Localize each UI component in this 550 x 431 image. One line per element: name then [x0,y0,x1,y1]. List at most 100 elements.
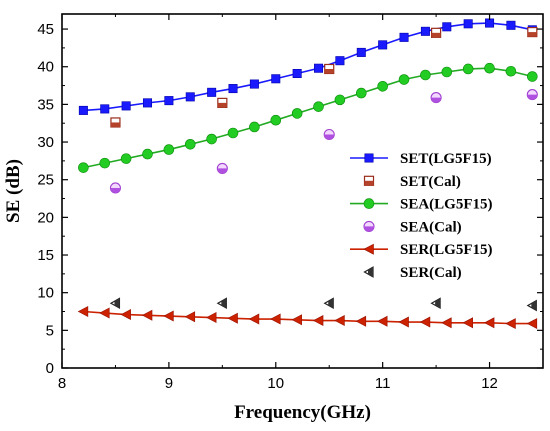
data-point-0-13 [356,47,366,57]
data-point-4-0 [77,306,89,318]
data-point-5-3-fill [435,298,441,309]
data-point-2-4 [163,144,175,155]
legend-marker-3-fill [364,226,374,232]
data-point-5-3 [430,297,441,310]
data-point-2-9 [270,114,282,126]
data-point-0-18 [463,19,473,29]
y-tick-label-9: 45 [37,21,54,38]
data-point-2-7 [227,127,239,139]
data-point-4-5 [184,311,196,323]
data-point-5-4-fill [531,300,537,311]
data-point-4-16 [419,316,431,328]
legend-marker-1-fill [364,180,374,186]
data-point-2-10 [291,108,303,119]
data-point-1-4-fill [527,32,537,37]
data-point-4-3 [141,309,153,321]
data-point-2-1 [99,157,111,169]
data-point-5-0-fill [114,298,120,309]
data-point-0-6 [207,87,217,97]
legend-marker-5-fill [368,267,373,277]
data-point-4-8 [248,313,260,325]
legend-item-4: SER(LG5F15) [350,242,493,258]
data-point-3-3-fill [431,97,442,103]
data-point-0-4 [164,96,174,106]
data-point-1-1 [217,97,228,108]
data-point-4-6 [206,312,217,324]
series-line-2 [83,67,533,169]
data-point-0-5 [185,92,195,102]
data-point-3-1 [216,162,228,174]
data-point-3-3 [430,92,442,104]
data-point-2-14 [377,81,388,92]
data-point-0-3 [143,98,153,108]
data-point-0-11 [314,63,324,73]
y-tick-label-0: 0 [46,360,54,377]
data-point-2-13 [355,87,367,99]
data-point-4-12 [334,315,345,327]
legend-item-0: SET(LG5F15) [350,151,492,167]
data-point-0-12 [335,56,345,66]
series-0 [78,18,537,115]
data-point-0-14 [378,40,388,50]
data-point-4-1 [99,307,110,319]
data-point-3-4-fill [527,94,538,100]
data-point-5-2 [323,297,334,310]
data-point-4-21 [526,318,538,330]
data-point-2-11 [313,101,324,112]
y-tick-label-3: 15 [37,247,54,264]
data-point-5-0 [109,297,121,310]
legend-label-1: SET(Cal) [400,174,461,190]
x-tick-label-3: 11 [375,375,391,392]
legend-item-5: SER(Cal) [363,265,462,281]
data-point-2-0 [78,162,89,173]
legend-marker-3 [363,220,375,232]
series-line-0 [83,22,533,112]
series-3 [109,89,538,194]
data-point-4-10 [291,314,302,326]
data-point-4-9 [270,313,281,325]
data-point-0-2 [121,101,131,111]
data-point-2-21 [527,71,538,82]
legend-label-4: SER(LG5F15) [400,242,493,258]
data-point-1-1-fill [217,102,227,108]
data-point-3-0-fill [110,187,121,193]
legend-label-5: SER(Cal) [400,265,462,281]
data-point-3-1-fill [217,168,228,174]
data-point-4-11 [312,315,324,327]
legend-label-0: SET(LG5F15) [400,151,492,167]
data-point-0-10 [292,69,302,79]
y-axis-title: SE (dB) [3,159,24,223]
data-point-3-4 [526,89,538,101]
y-tick-label-1: 5 [46,322,54,339]
data-point-4-4 [163,310,174,322]
data-point-3-2-fill [324,134,335,140]
data-point-4-15 [398,316,409,328]
data-point-2-2 [120,153,132,164]
data-point-0-9 [271,74,281,84]
data-point-1-4 [527,26,538,38]
data-point-0-20 [506,20,516,30]
data-point-5-1-fill [221,298,227,309]
data-point-1-0-fill [110,122,120,127]
legend-item-1: SET(Cal) [363,174,461,190]
x-tick-label-1: 9 [165,375,173,392]
legend-marker-1 [363,175,375,186]
data-point-0-15 [399,32,409,42]
data-point-0-7 [228,84,238,94]
data-point-2-19 [484,62,495,74]
data-point-0-8 [249,79,259,89]
data-point-2-3 [142,148,153,160]
data-point-2-16 [420,69,431,81]
plot-frame [61,13,544,369]
data-point-4-7 [227,312,238,324]
legend-item-2: SEA(LG5F15) [350,197,493,213]
legend: SET(LG5F15) SET(Cal) SEA(LG5F15) SEA(Cal) SE… [350,151,493,281]
x-tick-label-0: 8 [58,375,66,392]
y-tick-label-7: 35 [37,96,54,113]
series-2 [78,62,538,173]
data-point-4-14 [377,315,388,327]
data-point-2-18 [462,63,474,75]
data-point-5-2-fill [328,298,334,309]
legend-label-2: SEA(LG5F15) [400,197,493,213]
